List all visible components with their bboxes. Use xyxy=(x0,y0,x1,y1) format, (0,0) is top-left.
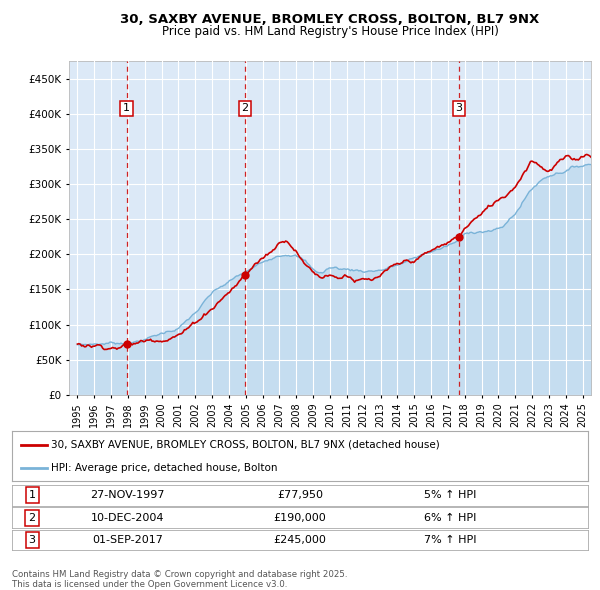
Text: 1: 1 xyxy=(123,103,130,113)
Text: £245,000: £245,000 xyxy=(274,535,326,545)
Text: Price paid vs. HM Land Registry's House Price Index (HPI): Price paid vs. HM Land Registry's House … xyxy=(161,25,499,38)
Text: 1: 1 xyxy=(29,490,35,500)
Text: 2: 2 xyxy=(242,103,248,113)
Text: 10-DEC-2004: 10-DEC-2004 xyxy=(91,513,164,523)
Text: 01-SEP-2017: 01-SEP-2017 xyxy=(92,535,163,545)
Text: 2: 2 xyxy=(29,513,36,523)
Text: 6% ↑ HPI: 6% ↑ HPI xyxy=(424,513,476,523)
Text: £77,950: £77,950 xyxy=(277,490,323,500)
Text: HPI: Average price, detached house, Bolton: HPI: Average price, detached house, Bolt… xyxy=(51,463,278,473)
Text: 27-NOV-1997: 27-NOV-1997 xyxy=(90,490,164,500)
Text: Contains HM Land Registry data © Crown copyright and database right 2025.
This d: Contains HM Land Registry data © Crown c… xyxy=(12,570,347,589)
Text: 5% ↑ HPI: 5% ↑ HPI xyxy=(424,490,476,500)
Text: 30, SAXBY AVENUE, BROMLEY CROSS, BOLTON, BL7 9NX (detached house): 30, SAXBY AVENUE, BROMLEY CROSS, BOLTON,… xyxy=(51,440,440,450)
Text: 3: 3 xyxy=(29,535,35,545)
Text: 30, SAXBY AVENUE, BROMLEY CROSS, BOLTON, BL7 9NX: 30, SAXBY AVENUE, BROMLEY CROSS, BOLTON,… xyxy=(121,13,539,26)
Text: 3: 3 xyxy=(455,103,463,113)
Text: 7% ↑ HPI: 7% ↑ HPI xyxy=(424,535,476,545)
Text: £190,000: £190,000 xyxy=(274,513,326,523)
